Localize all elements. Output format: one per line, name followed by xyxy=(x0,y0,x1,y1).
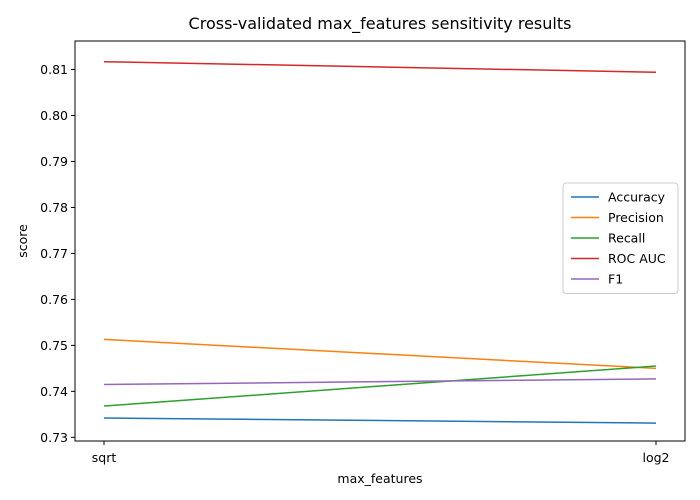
series-line-roc-auc xyxy=(103,60,657,74)
x-tick-label: log2 xyxy=(642,450,669,465)
legend-label: Accuracy xyxy=(608,190,666,205)
legend-label: ROC AUC xyxy=(608,251,666,266)
legend: Accuracy Precision Recall ROC AUC F1 xyxy=(562,182,679,294)
y-axis-label: score xyxy=(15,224,30,258)
y-tick-label: 0.81 xyxy=(40,62,68,77)
y-axis: 0.73 0.74 0.75 0.76 0.77 0.78 0.79 0.80 0.81 xyxy=(40,62,75,445)
y-tick-label: 0.76 xyxy=(40,292,68,307)
y-tick-label: 0.77 xyxy=(40,246,68,261)
series-line-recall xyxy=(103,365,657,407)
y-tick-label: 0.74 xyxy=(40,384,68,399)
y-tick-label: 0.80 xyxy=(40,108,68,123)
series-line-accuracy xyxy=(103,417,657,424)
y-tick-label: 0.75 xyxy=(40,338,68,353)
legend-box xyxy=(562,182,679,294)
x-axis-label: max_features xyxy=(337,471,422,486)
x-axis: sqrt log2 xyxy=(92,441,670,465)
legend-label: Recall xyxy=(608,231,645,246)
series-line-precision xyxy=(103,338,657,370)
legend-label: Precision xyxy=(608,210,664,225)
x-tick-label: sqrt xyxy=(92,450,117,465)
chart-title: Cross-validated max_features sensitivity… xyxy=(189,14,572,34)
y-tick-label: 0.73 xyxy=(40,430,68,445)
legend-label: F1 xyxy=(608,272,623,287)
series-lines xyxy=(103,60,657,424)
y-tick-label: 0.79 xyxy=(40,154,68,169)
series-line-f1 xyxy=(103,378,657,386)
plot-area xyxy=(74,40,686,442)
y-tick-label: 0.78 xyxy=(40,200,68,215)
